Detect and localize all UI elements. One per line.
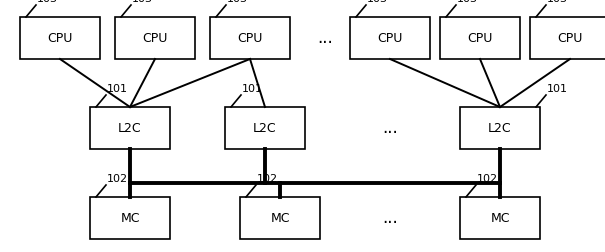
Text: L2C: L2C (118, 121, 142, 135)
FancyBboxPatch shape (350, 17, 430, 59)
Text: MC: MC (120, 211, 140, 225)
Text: MC: MC (270, 211, 290, 225)
Text: 103: 103 (37, 0, 58, 4)
FancyBboxPatch shape (225, 107, 305, 149)
Text: 103: 103 (547, 0, 568, 4)
Text: CPU: CPU (557, 32, 583, 45)
Text: 103: 103 (132, 0, 153, 4)
Text: ...: ... (382, 209, 398, 227)
FancyBboxPatch shape (90, 107, 170, 149)
Text: 102: 102 (107, 174, 128, 184)
FancyBboxPatch shape (460, 107, 540, 149)
Text: 102: 102 (257, 174, 278, 184)
FancyBboxPatch shape (115, 17, 195, 59)
FancyBboxPatch shape (460, 197, 540, 239)
Text: L2C: L2C (253, 121, 277, 135)
Text: 101: 101 (547, 84, 568, 94)
Text: CPU: CPU (47, 32, 73, 45)
Text: CPU: CPU (142, 32, 168, 45)
Text: L2C: L2C (488, 121, 512, 135)
Text: ...: ... (382, 119, 398, 137)
Text: CPU: CPU (378, 32, 403, 45)
Text: CPU: CPU (237, 32, 263, 45)
Text: ...: ... (317, 29, 333, 47)
FancyBboxPatch shape (90, 197, 170, 239)
FancyBboxPatch shape (240, 197, 320, 239)
Text: 102: 102 (477, 174, 498, 184)
Text: 101: 101 (242, 84, 263, 94)
FancyBboxPatch shape (530, 17, 605, 59)
FancyBboxPatch shape (20, 17, 100, 59)
Text: 103: 103 (457, 0, 478, 4)
Text: 101: 101 (107, 84, 128, 94)
FancyBboxPatch shape (440, 17, 520, 59)
FancyBboxPatch shape (210, 17, 290, 59)
Text: MC: MC (490, 211, 510, 225)
Text: 103: 103 (227, 0, 248, 4)
Text: 103: 103 (367, 0, 388, 4)
Text: CPU: CPU (467, 32, 492, 45)
